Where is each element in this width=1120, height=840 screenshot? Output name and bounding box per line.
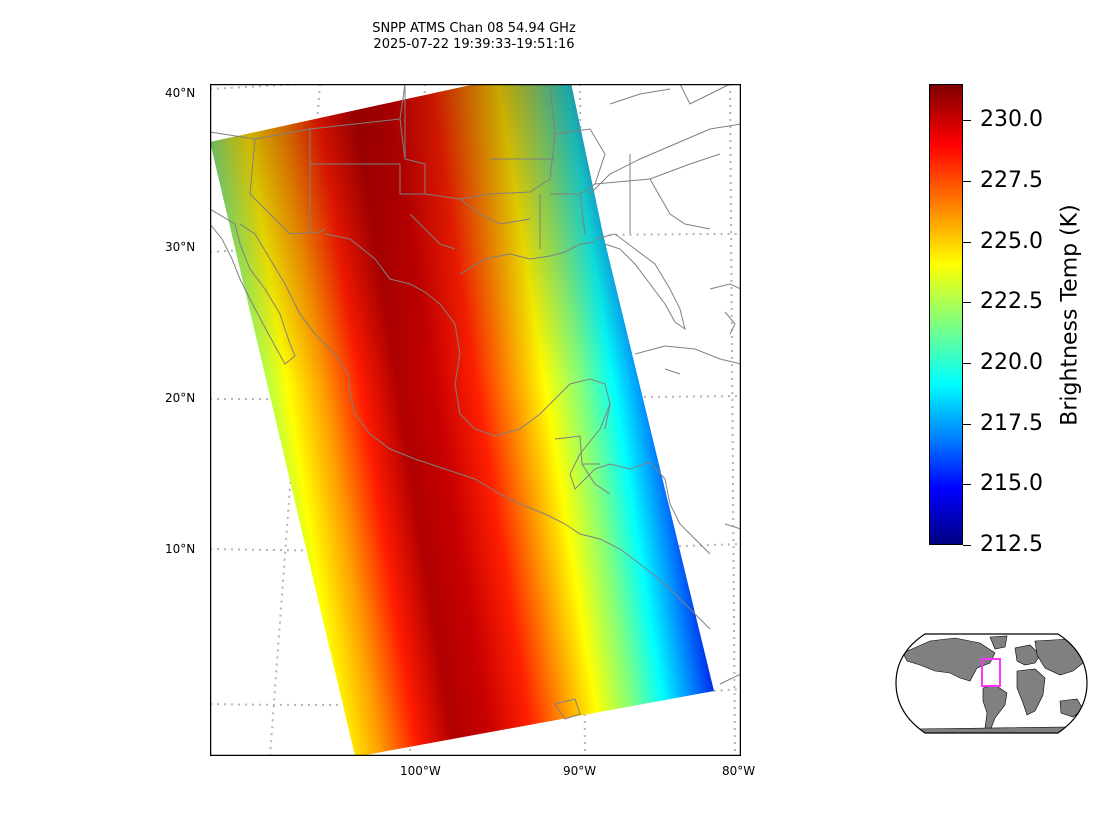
- colorbar-tick-mark: [963, 302, 971, 304]
- lat-label-10n: 10°N: [165, 542, 196, 556]
- title-line-2: 2025-07-22 19:39:33-19:51:16: [373, 37, 575, 52]
- lat-label-20n: 20°N: [165, 391, 196, 405]
- colorbar-tick-label: 225.0: [980, 228, 1043, 254]
- colorbar-tick-mark: [963, 363, 971, 365]
- colorbar-tick-mark: [963, 545, 971, 546]
- colorbar-tick-label: 230.0: [980, 107, 1043, 133]
- colorbar-tick-label: 217.5: [980, 410, 1043, 436]
- colorbar-tick-label: 212.5: [980, 532, 1043, 557]
- inset-region-box: [981, 658, 1001, 687]
- colorbar: [929, 84, 963, 545]
- colorbar-tick-mark: [963, 484, 971, 486]
- coastlines: [210, 84, 741, 720]
- colorbar-tick-label: 222.5: [980, 289, 1043, 315]
- inset-world-map: [895, 633, 1088, 734]
- lon-label-80w: 80°W: [722, 764, 756, 778]
- colorbar-tick-mark: [963, 181, 971, 183]
- colorbar-tick-mark: [963, 423, 971, 425]
- colorbar-label: Brightness Temp (K): [1057, 204, 1083, 426]
- colorbar-tick-label: 220.0: [980, 350, 1043, 376]
- colorbar-tick-label: 215.0: [980, 471, 1043, 497]
- colorbar-tick-mark: [963, 120, 971, 122]
- chart-title: SNPP ATMS Chan 08 54.94 GHz 2025-07-22 1…: [300, 21, 648, 53]
- swath-map: [210, 84, 741, 756]
- lat-label-30n: 30°N: [165, 240, 196, 254]
- colorbar-tick-mark: [963, 241, 971, 243]
- title-line-1: SNPP ATMS Chan 08 54.94 GHz: [372, 21, 576, 36]
- lon-label-90w: 90°W: [563, 764, 597, 778]
- lat-label-40n: 40°N: [165, 86, 196, 100]
- colorbar-tick-label: 227.5: [980, 168, 1043, 194]
- lon-label-100w: 100°W: [400, 764, 441, 778]
